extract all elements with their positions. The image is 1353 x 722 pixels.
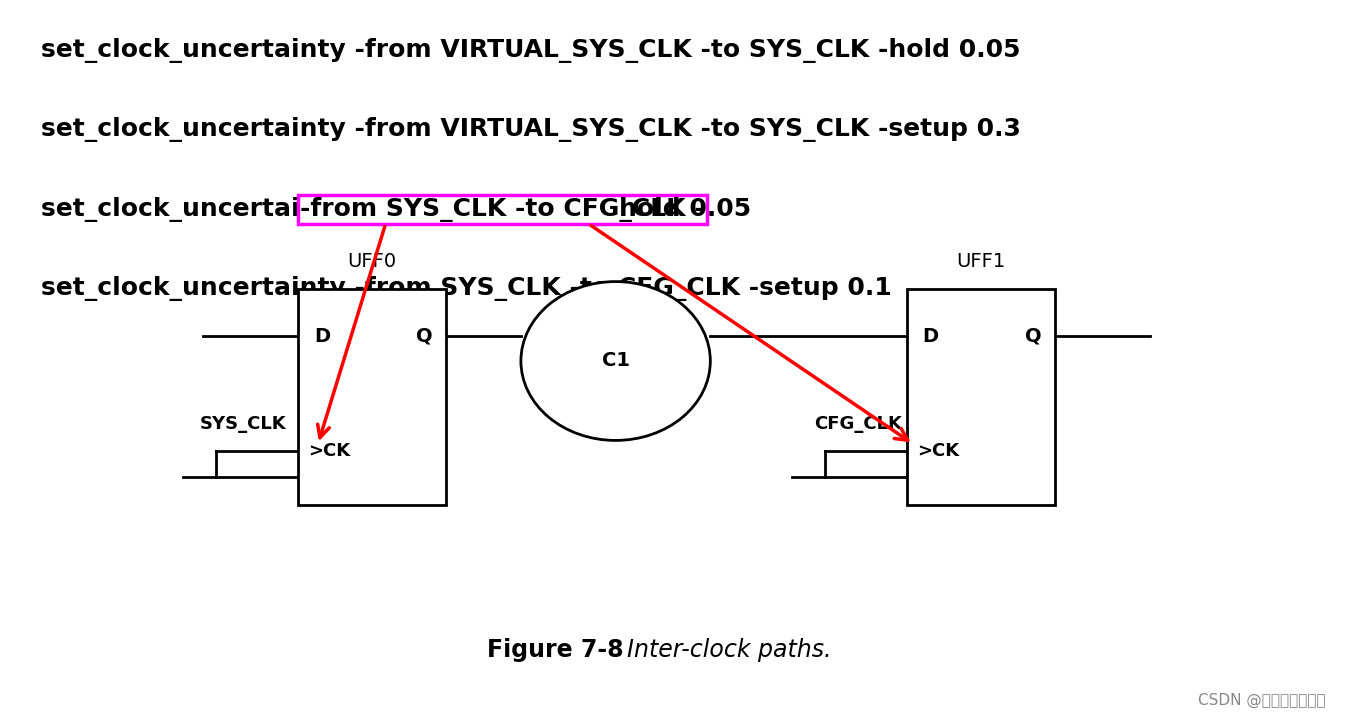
Text: CFG_CLK: CFG_CLK bbox=[815, 415, 902, 433]
Text: UFF1: UFF1 bbox=[957, 252, 1005, 271]
Text: C1: C1 bbox=[602, 352, 629, 370]
Text: Q: Q bbox=[417, 327, 433, 346]
Text: set_clock_uncertainty -from VIRTUAL_SYS_CLK -to SYS_CLK -setup 0.3: set_clock_uncertainty -from VIRTUAL_SYS_… bbox=[41, 118, 1020, 142]
Text: Figure 7-8: Figure 7-8 bbox=[487, 638, 624, 662]
Text: hold 0.05: hold 0.05 bbox=[620, 197, 751, 222]
Text: >CK: >CK bbox=[917, 443, 959, 460]
Text: D: D bbox=[923, 327, 939, 346]
Ellipse shape bbox=[521, 282, 710, 440]
Text: -from SYS_CLK -to CFG_CLK -: -from SYS_CLK -to CFG_CLK - bbox=[300, 197, 705, 222]
Text: Inter-clock paths.: Inter-clock paths. bbox=[612, 638, 831, 662]
Text: set_clock_uncertainty -from SYS_CLK -to CFG_CLK -setup 0.1: set_clock_uncertainty -from SYS_CLK -to … bbox=[41, 277, 892, 301]
Bar bbox=[298, 289, 446, 505]
Text: Q: Q bbox=[1026, 327, 1042, 346]
Text: >CK: >CK bbox=[308, 443, 350, 460]
Text: D: D bbox=[314, 327, 330, 346]
Text: CSDN @在路上，正出发: CSDN @在路上，正出发 bbox=[1199, 692, 1326, 708]
Text: set_clock_uncertainty: set_clock_uncertainty bbox=[41, 197, 354, 222]
Text: set_clock_uncertainty -from VIRTUAL_SYS_CLK -to SYS_CLK -hold 0.05: set_clock_uncertainty -from VIRTUAL_SYS_… bbox=[41, 38, 1020, 63]
Text: UFF0: UFF0 bbox=[348, 252, 396, 271]
Bar bbox=[907, 289, 1055, 505]
Text: SYS_CLK: SYS_CLK bbox=[200, 415, 287, 433]
